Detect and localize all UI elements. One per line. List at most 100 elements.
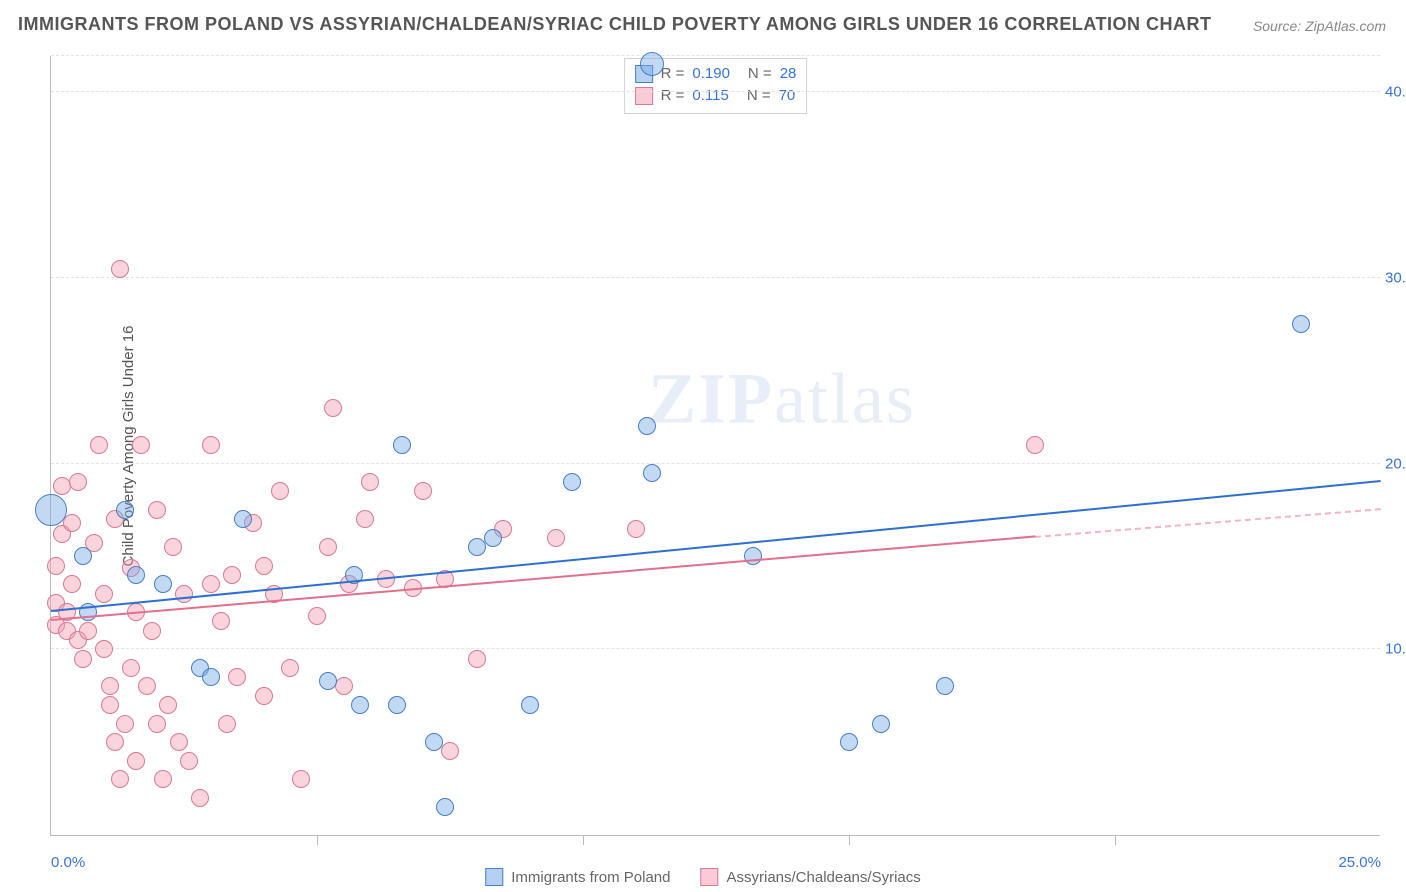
scatter-point-pink [148,715,166,733]
scatter-point-pink [281,659,299,677]
source-attribution: Source: ZipAtlas.com [1253,18,1386,34]
swatch-pink-icon [635,87,653,105]
swatch-blue-icon [485,868,503,886]
stat-n-blue: 28 [780,63,797,85]
scatter-point-pink [271,482,289,500]
trend-line [51,480,1381,612]
scatter-point-pink [95,585,113,603]
scatter-point-pink [90,436,108,454]
scatter-point-pink [319,538,337,556]
scatter-point-pink [255,557,273,575]
scatter-point-blue [388,696,406,714]
trend-line [1035,508,1381,538]
stat-r-label: R = [661,85,685,107]
gridline-h [51,648,1380,649]
scatter-point-pink [143,622,161,640]
scatter-point-pink [202,436,220,454]
watermark-bold: ZIP [648,358,774,438]
scatter-point-blue [840,733,858,751]
scatter-point-pink [308,607,326,625]
scatter-point-blue [643,464,661,482]
scatter-point-pink [116,715,134,733]
scatter-point-blue [351,696,369,714]
y-tick-label: 40.0% [1385,84,1406,101]
scatter-point-pink [148,501,166,519]
scatter-point-blue [393,436,411,454]
scatter-point-blue [436,798,454,816]
legend-label-blue: Immigrants from Poland [511,869,670,886]
scatter-point-blue [521,696,539,714]
gridline-h [51,91,1380,92]
y-tick-label: 20.0% [1385,455,1406,472]
x-tick [317,835,318,845]
trend-line [51,536,1035,622]
scatter-point-pink [441,742,459,760]
scatter-point-pink [335,677,353,695]
scatter-point-blue [1292,315,1310,333]
scatter-point-pink [356,510,374,528]
scatter-point-pink [175,585,193,603]
scatter-point-pink [292,770,310,788]
legend-label-pink: Assyrians/Chaldeans/Syriacs [726,869,920,886]
scatter-point-pink [228,668,246,686]
scatter-plot-area: ZIPatlas R = 0.190 N = 28 R = 0.115 N = … [50,56,1380,836]
scatter-point-pink [191,789,209,807]
scatter-point-blue [744,547,762,565]
scatter-point-pink [170,733,188,751]
y-tick-label: 30.0% [1385,269,1406,286]
gridline-h [51,55,1380,56]
scatter-point-pink [414,482,432,500]
scatter-point-pink [63,514,81,532]
scatter-point-pink [361,473,379,491]
scatter-point-blue [640,52,664,76]
scatter-point-pink [106,733,124,751]
scatter-point-blue [154,575,172,593]
scatter-point-blue [35,494,67,526]
x-tick-label: 0.0% [51,854,85,871]
x-tick [1115,835,1116,845]
scatter-point-pink [101,677,119,695]
scatter-point-blue [872,715,890,733]
x-tick [583,835,584,845]
scatter-point-pink [627,520,645,538]
chart-title: IMMIGRANTS FROM POLAND VS ASSYRIAN/CHALD… [18,14,1212,35]
scatter-point-blue [638,417,656,435]
scatter-point-pink [111,770,129,788]
watermark: ZIPatlas [648,357,916,440]
scatter-point-blue [319,672,337,690]
scatter-point-blue [425,733,443,751]
gridline-h [51,463,1380,464]
scatter-point-pink [127,752,145,770]
scatter-point-blue [936,677,954,695]
scatter-point-pink [69,473,87,491]
scatter-point-blue [468,538,486,556]
y-tick-label: 10.0% [1385,641,1406,658]
stat-r-pink: 0.115 [692,85,728,107]
scatter-point-pink [74,650,92,668]
scatter-point-pink [202,575,220,593]
scatter-point-pink [154,770,172,788]
scatter-point-blue [74,547,92,565]
scatter-point-pink [324,399,342,417]
scatter-point-pink [1026,436,1044,454]
scatter-point-pink [223,566,241,584]
gridline-h [51,277,1380,278]
scatter-point-blue [234,510,252,528]
scatter-point-pink [212,612,230,630]
stat-n-label: N = [747,85,771,107]
scatter-point-pink [255,687,273,705]
scatter-point-pink [47,557,65,575]
scatter-point-pink [95,640,113,658]
scatter-point-blue [563,473,581,491]
scatter-point-pink [122,659,140,677]
scatter-point-pink [63,575,81,593]
stat-r-blue: 0.190 [692,63,730,85]
x-tick [849,835,850,845]
scatter-point-pink [79,622,97,640]
scatter-point-blue [127,566,145,584]
x-tick-label: 25.0% [1338,854,1381,871]
scatter-point-blue [202,668,220,686]
scatter-point-pink [164,538,182,556]
stats-row-pink: R = 0.115 N = 70 [635,85,797,107]
scatter-point-blue [116,501,134,519]
